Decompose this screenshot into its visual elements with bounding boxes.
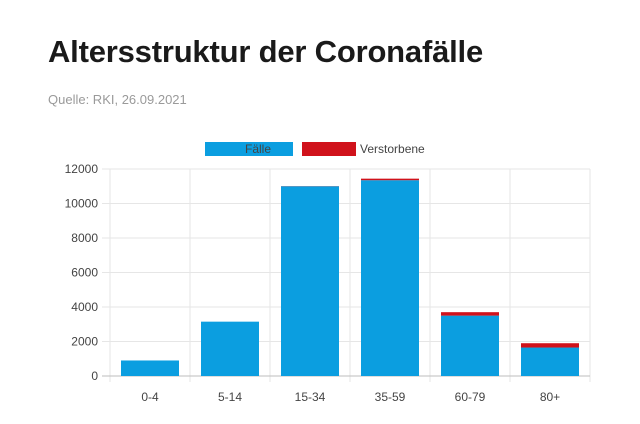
y-tick-label: 6000	[71, 266, 98, 280]
y-tick-label: 8000	[71, 231, 98, 245]
x-tick-label: 60-79	[455, 390, 486, 404]
y-tick-label: 10000	[65, 197, 99, 211]
source-note: Quelle: RKI, 26.09.2021	[48, 92, 187, 107]
x-tick-label: 0-4	[141, 390, 159, 404]
x-tick-label: 15-34	[295, 390, 326, 404]
y-tick-label: 0	[91, 369, 98, 383]
legend-label-verstorbene: Verstorbene	[360, 142, 425, 156]
bar-faelle-5-14	[201, 321, 259, 376]
bar-verstorbene-60-79	[441, 312, 499, 316]
bar-faelle-80+	[521, 347, 579, 376]
x-tick-label: 35-59	[375, 390, 406, 404]
legend-swatch-faelle	[205, 142, 293, 156]
bar-faelle-0-4	[121, 360, 179, 376]
y-axis-ticks: 0 2000 4000 6000 8000 10000 12000	[65, 162, 99, 383]
bar-verstorbene-80+	[521, 343, 579, 348]
legend: Fälle Verstorbene	[205, 142, 425, 156]
y-tick-label: 12000	[65, 162, 99, 176]
bars	[121, 178, 579, 376]
y-tick-label: 4000	[71, 300, 98, 314]
x-axis-ticks: 0-4 5-14 15-34 35-59 60-79 80+	[141, 390, 560, 404]
x-tick-label: 5-14	[218, 390, 242, 404]
bar-faelle-15-34	[281, 186, 339, 376]
legend-label-faelle: Fälle	[245, 142, 271, 156]
bar-faelle-60-79	[441, 315, 499, 376]
y-tick-label: 2000	[71, 335, 98, 349]
bar-verstorbene-35-59	[361, 178, 419, 181]
bar-faelle-35-59	[361, 180, 419, 376]
page-title: Altersstruktur der Coronafälle	[48, 34, 483, 69]
legend-swatch-verstorbene	[302, 142, 356, 156]
grid-lines	[102, 168, 591, 382]
x-tick-label: 80+	[540, 390, 560, 404]
